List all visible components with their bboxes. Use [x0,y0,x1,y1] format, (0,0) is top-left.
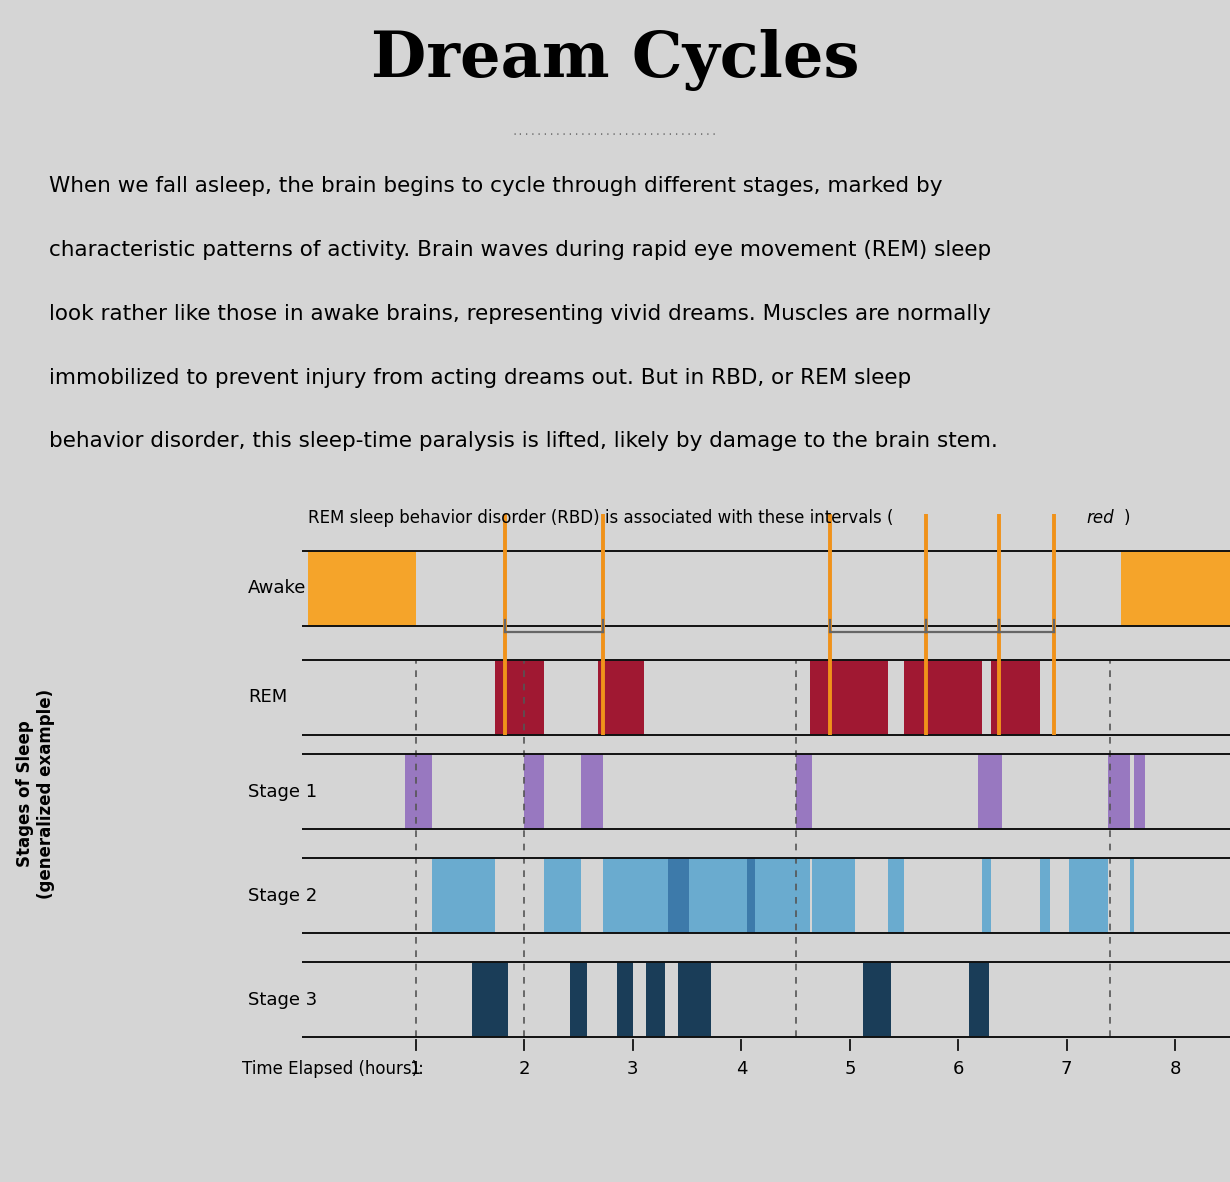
Text: Stage 2: Stage 2 [248,886,317,904]
Text: REM: REM [248,688,287,707]
Bar [544,858,581,933]
Text: characteristic patterns of activity. Brain waves during rapid eye movement (REM): characteristic patterns of activity. Bra… [49,240,991,260]
Bar [472,962,508,1037]
Bar [668,858,689,933]
Bar [646,962,665,1037]
Text: immobilized to prevent injury from acting dreams out. But in RBD, or REM sleep: immobilized to prevent injury from actin… [49,368,911,388]
Text: ): ) [1123,509,1129,527]
Text: 4: 4 [736,1060,747,1078]
Bar [991,660,1039,735]
Bar [1039,858,1050,933]
Bar [308,551,416,625]
Text: 1: 1 [411,1060,422,1078]
Text: 2: 2 [519,1060,530,1078]
Bar [969,962,989,1037]
Bar [796,754,812,829]
Text: red: red [1086,509,1114,527]
Text: Time Elapsed (hours):: Time Elapsed (hours): [242,1060,424,1078]
Bar [747,858,755,933]
Bar [643,858,668,933]
Bar [1108,754,1129,829]
Bar [432,858,496,933]
Text: Stage 3: Stage 3 [248,991,317,1008]
Bar [598,660,643,735]
Bar [1069,858,1108,933]
Bar [581,754,603,829]
Bar [616,962,633,1037]
Text: Stages of Sleep
(generalized example): Stages of Sleep (generalized example) [16,689,55,900]
Text: 7: 7 [1061,1060,1073,1078]
Bar [569,962,588,1037]
Text: 6: 6 [952,1060,964,1078]
Text: 5: 5 [844,1060,856,1078]
Text: Dream Cycles: Dream Cycles [370,30,860,91]
Bar [1129,858,1134,933]
Text: When we fall asleep, the brain begins to cycle through different stages, marked : When we fall asleep, the brain begins to… [49,176,942,196]
Bar [679,962,711,1037]
Text: Awake: Awake [248,579,306,597]
Text: REM sleep behavior disorder (RBD) is associated with these intervals (: REM sleep behavior disorder (RBD) is ass… [308,509,893,527]
Text: 8: 8 [1170,1060,1181,1078]
Bar [405,754,432,829]
Bar [888,858,904,933]
Bar [809,660,888,735]
Bar [812,858,855,933]
Bar [904,660,982,735]
Bar [603,858,643,933]
Bar [982,858,991,933]
Bar [524,754,544,829]
Bar [755,858,809,933]
Text: look rather like those in awake brains, representing vivid dreams. Muscles are n: look rather like those in awake brains, … [49,304,991,324]
Bar [689,858,747,933]
Bar [862,962,891,1037]
Text: 3: 3 [627,1060,638,1078]
Text: .................................: ................................. [512,128,718,137]
Text: Stage 1: Stage 1 [248,782,317,800]
Bar [496,660,544,735]
Bar [1134,754,1145,829]
Text: behavior disorder, this sleep-time paralysis is lifted, likely by damage to the : behavior disorder, this sleep-time paral… [49,431,998,452]
Bar [1121,551,1230,625]
Bar [978,754,1001,829]
